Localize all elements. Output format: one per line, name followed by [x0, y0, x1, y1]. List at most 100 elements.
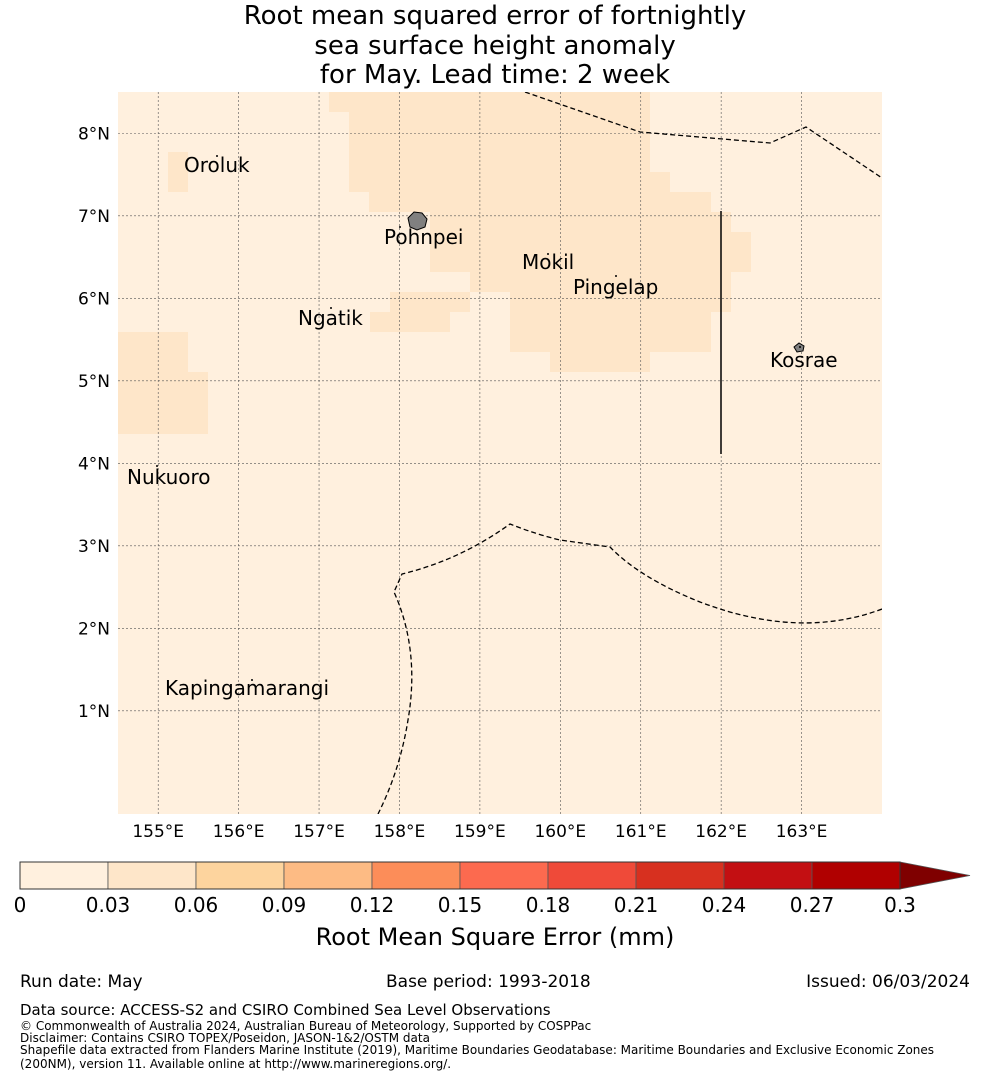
pohnpei-island-shape	[407, 211, 428, 231]
colorbar-segment	[19, 861, 109, 890]
place-marker	[547, 253, 549, 255]
colorbar-segment	[547, 861, 637, 890]
title-line-1: Root mean squared error of fortnightly	[243, 1, 747, 31]
lat-tick-label: 1°N	[78, 702, 110, 722]
colorbar-tick-label: 0	[14, 893, 27, 917]
shapefile-credit-2: (200NM), version 11. Available online at…	[20, 1057, 452, 1071]
place-label: Nukuoro	[127, 465, 211, 489]
eez-boundaries	[377, 92, 882, 814]
place-label: Mokil	[522, 250, 574, 274]
lat-tick-label: 6°N	[78, 289, 110, 309]
colorbar-tick-label: 0.15	[438, 893, 483, 917]
lon-tick-label: 157°E	[293, 822, 345, 842]
colorbar-segment	[283, 861, 373, 890]
copyright: © Commonwealth of Australia 2024, Austra…	[20, 1019, 592, 1033]
lon-tick-label: 159°E	[454, 822, 506, 842]
place-marker	[330, 307, 332, 309]
rmse-cell	[118, 332, 188, 372]
place-label: Pohnpei	[384, 225, 464, 249]
colorbar-segment	[811, 861, 901, 890]
lon-tick-label: 156°E	[213, 822, 265, 842]
graticule	[118, 92, 882, 814]
rmse-cell	[370, 312, 450, 332]
base-period: Base period: 1993-2018	[386, 972, 591, 992]
colorbar-segment	[459, 861, 549, 890]
title-line-3: for May. Lead time: 2 week	[319, 60, 671, 90]
lon-tick-label: 155°E	[132, 822, 184, 842]
rmse-cells	[118, 92, 751, 434]
colorbar-segment	[195, 861, 285, 890]
place-label: Pingelap	[573, 275, 658, 299]
lon-tick-label: 161°E	[615, 822, 667, 842]
lon-tick-label: 158°E	[374, 822, 426, 842]
kosrae-island-shape	[793, 342, 805, 353]
lon-tick-label: 162°E	[695, 822, 747, 842]
chart-title: Root mean squared error of fortnightly s…	[0, 1, 990, 91]
place-marker	[799, 346, 801, 348]
rmse-cell	[430, 212, 731, 232]
colorbar-segment	[107, 861, 197, 890]
colorbar-segment	[635, 861, 725, 890]
lon-tick-label: 160°E	[534, 822, 586, 842]
place-marker	[251, 679, 253, 681]
colorbar-segment	[371, 861, 461, 890]
run-date: Run date: May	[20, 972, 143, 992]
colorbar-tick-label: 0.09	[262, 893, 307, 917]
colorbar-tick-label: 0.3	[884, 893, 916, 917]
colorbar-tick-label: 0.21	[614, 893, 659, 917]
place-marker	[615, 275, 617, 277]
colorbar-tick-label: 0.24	[702, 893, 747, 917]
rmse-cell	[168, 152, 188, 192]
lat-tick-label: 8°N	[78, 124, 110, 144]
rmse-cell	[530, 332, 711, 352]
lon-tick-label: 163°E	[776, 822, 828, 842]
place-label: Kosrae	[770, 348, 838, 372]
colorbar-segment	[723, 861, 813, 890]
colorbar-tick-label: 0.12	[350, 893, 395, 917]
rmse-cell	[430, 252, 450, 272]
rmse-cell	[369, 192, 711, 212]
colorbar-ticks: 0 0.03 0.06 0.09 0.12 0.15 0.18 0.21 0.24 0.27 0.3	[14, 893, 916, 917]
place-marker	[216, 155, 218, 157]
islands	[407, 211, 805, 353]
disclaimer: Disclaimer: Contains CSIRO TOPEX/Poseido…	[20, 1031, 430, 1045]
colorbar-segments	[19, 861, 971, 890]
lat-tick-label: 7°N	[78, 207, 110, 227]
lat-tick-label: 4°N	[78, 454, 110, 474]
colorbar-tick-label: 0.03	[86, 893, 131, 917]
rmse-cell	[430, 232, 751, 272]
rmse-cell	[550, 352, 650, 372]
colorbar-frame	[19, 861, 901, 890]
place-marker	[399, 226, 401, 228]
colorbar-tick-label: 0.18	[526, 893, 571, 917]
rmse-cell	[510, 292, 731, 312]
place-label: Oroluk	[184, 153, 250, 177]
colorbar-label: Root Mean Square Error (mm)	[315, 923, 675, 951]
lat-tick-label: 2°N	[78, 619, 110, 639]
rmse-cell	[349, 152, 369, 192]
data-source: Data source: ACCESS-S2 and CSIRO Combine…	[20, 1001, 551, 1019]
shapefile-credit-1: Shapefile data extracted from Flanders M…	[20, 1043, 935, 1057]
eez-boundary-south-arc	[377, 523, 882, 814]
rmse-cell	[329, 92, 650, 112]
issued-date: Issued: 06/03/2024	[806, 972, 970, 992]
rmse-cell	[118, 372, 208, 434]
colorbar-tick-label: 0.06	[174, 893, 219, 917]
rmse-cell	[390, 292, 470, 312]
title-line-2: sea surface height anomaly	[314, 30, 676, 61]
lat-tick-label: 5°N	[78, 372, 110, 392]
colorbar-extend-arrow	[899, 861, 971, 890]
rmse-cell	[369, 152, 650, 172]
rmse-cell	[490, 272, 731, 292]
map-axes: 155°E 156°E 157°E 158°E 159°E 160°E 161°E 162°E…	[78, 124, 827, 842]
place-label: Kapingamarangi	[165, 676, 329, 700]
rmse-cell	[369, 172, 670, 192]
place-marker	[156, 465, 158, 467]
colorbar-tick-label: 0.27	[790, 893, 835, 917]
lat-tick-label: 3°N	[78, 537, 110, 557]
rmse-cell	[349, 112, 650, 152]
eez-boundary-north	[524, 92, 882, 179]
